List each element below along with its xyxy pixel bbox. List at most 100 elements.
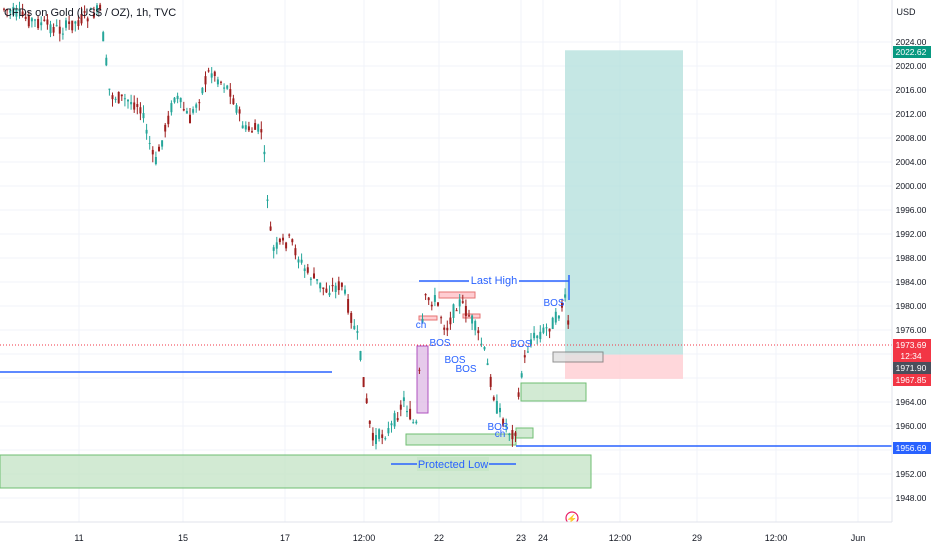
- candle-body: [430, 304, 433, 307]
- candle-body: [278, 238, 281, 243]
- candle-body: [393, 413, 396, 427]
- candle-body: [350, 312, 353, 323]
- candle-body: [9, 10, 12, 13]
- choch-label: ch: [495, 429, 506, 440]
- candle-body: [108, 88, 111, 90]
- y-tick-label: 1992.00: [896, 229, 927, 239]
- candle-body: [161, 140, 164, 147]
- price-badge: [893, 339, 931, 351]
- x-tick-label: Jun: [851, 533, 866, 543]
- candle-body: [331, 284, 334, 287]
- candle-body: [71, 20, 74, 31]
- candle-body: [269, 226, 272, 231]
- candle-body: [74, 21, 77, 24]
- candle-body: [123, 98, 126, 100]
- candle-body: [334, 285, 337, 292]
- candle-body: [251, 131, 253, 133]
- candle-body: [322, 287, 325, 289]
- y-tick-label: 1964.00: [896, 397, 927, 407]
- candle-body: [139, 107, 142, 114]
- x-tick-label: 12:00: [609, 533, 632, 543]
- candle-body: [58, 26, 61, 34]
- candle-body: [483, 347, 486, 350]
- candle-body: [263, 151, 266, 155]
- candle-body: [502, 418, 505, 426]
- y-tick-label: 1960.00: [896, 421, 927, 431]
- candle-body: [210, 73, 213, 78]
- symbol-title: CFDs on Gold (US$ / OZ), 1h, TVC: [4, 7, 177, 19]
- candle-body: [40, 22, 43, 26]
- candle-body: [452, 304, 455, 318]
- candle-body: [545, 327, 548, 329]
- last-high-label-bg: [469, 273, 519, 287]
- candle-body: [514, 432, 517, 437]
- price-badge-label: 2022.62: [896, 47, 927, 57]
- candle-body: [421, 318, 424, 323]
- candle-body: [449, 317, 452, 325]
- candle-body: [437, 302, 439, 306]
- y-tick-label: 1976.00: [896, 325, 927, 335]
- price-badge-label: 12:34: [900, 351, 922, 361]
- candle-body: [154, 157, 157, 165]
- candle-body: [480, 343, 483, 345]
- candle-body: [207, 70, 210, 72]
- candle-body: [378, 429, 381, 439]
- bos-label: BOS: [510, 339, 531, 350]
- candle-body: [167, 115, 170, 125]
- candle-body: [61, 33, 64, 35]
- supply-zone: [418, 315, 438, 321]
- candle-body: [492, 397, 495, 401]
- candle-body: [285, 242, 288, 249]
- candle-body: [148, 143, 151, 145]
- candle-body: [12, 6, 15, 16]
- candle-body: [21, 11, 24, 17]
- candle-body: [226, 85, 229, 89]
- candle-body: [353, 325, 356, 330]
- candle-body: [238, 109, 241, 114]
- candle-body: [464, 305, 467, 317]
- candle-body: [530, 339, 532, 345]
- candle-body: [424, 293, 427, 296]
- candle-body: [257, 124, 260, 132]
- price-badge: [893, 46, 931, 58]
- candle-body: [68, 21, 71, 24]
- candle-body: [96, 5, 98, 12]
- candle-body: [433, 295, 436, 302]
- candle-body: [30, 18, 33, 22]
- candle-body: [461, 301, 464, 303]
- candle-body: [455, 310, 458, 312]
- candle-body: [344, 289, 346, 294]
- candle-body: [554, 311, 557, 323]
- candle-body: [561, 303, 563, 308]
- candle-body: [195, 104, 198, 108]
- candle-body: [46, 19, 49, 25]
- candle-body: [384, 438, 387, 440]
- candle-body: [371, 432, 374, 441]
- candle-body: [409, 408, 412, 420]
- price-badge-label: 1956.69: [896, 443, 927, 453]
- candle-body: [306, 267, 309, 273]
- candle-body: [201, 87, 204, 94]
- chart-grid: [0, 0, 892, 523]
- candle-body: [117, 91, 120, 104]
- candle-body: [83, 11, 86, 13]
- candle-body: [282, 237, 284, 241]
- time-axis-bg: [0, 522, 932, 550]
- candle-body: [142, 113, 145, 119]
- candle-body: [6, 9, 9, 11]
- candle-body: [368, 420, 371, 424]
- y-tick-label: 1980.00: [896, 301, 927, 311]
- order-block: [552, 351, 604, 363]
- bos-label: BOS: [543, 298, 564, 309]
- candle-body: [232, 98, 235, 105]
- candle-body: [145, 129, 148, 134]
- candle-body: [99, 4, 102, 9]
- candle-body: [319, 282, 322, 289]
- y-tick-label: 2020.00: [896, 61, 927, 71]
- candle-body: [204, 76, 207, 85]
- candle-body: [220, 81, 222, 83]
- candle-body: [313, 273, 315, 279]
- candle-body: [229, 89, 232, 97]
- bos-label: BOS: [487, 422, 508, 433]
